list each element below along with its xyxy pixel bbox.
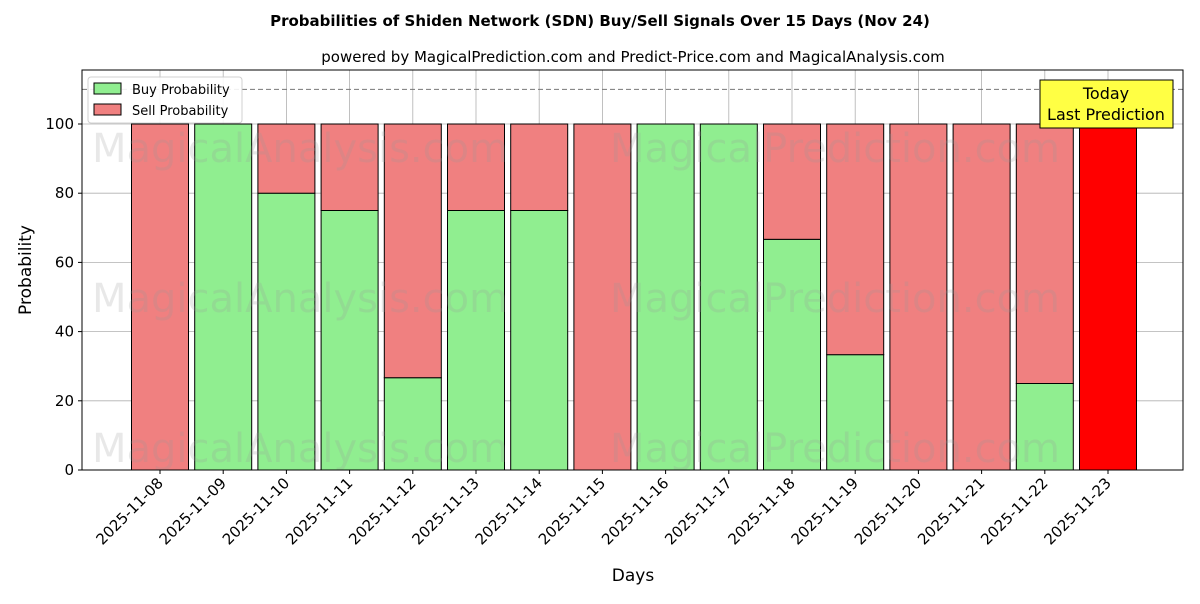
buy-bar [447,210,505,471]
buy-bar [1015,383,1074,471]
sell-bar [383,123,442,379]
sell-bar [1079,123,1137,471]
y-tick-label: 0 [64,461,74,479]
x-tick-label: 2025-11-09 [156,474,230,548]
x-tick-label: 2025-11-18 [724,474,798,548]
chart-title: Probabilities of Shiden Network (SDN) Bu… [270,12,930,30]
y-tick-label: 100 [45,115,74,133]
buy-bar [257,192,316,471]
buy-bar [826,354,885,471]
watermark: MagicalAnalysis.com [92,276,508,322]
svg-text:Last Prediction: Last Prediction [1047,105,1165,124]
chart-subtitle: powered by MagicalPrediction.com and Pre… [321,48,945,66]
sell-bar [826,123,885,356]
buy-bar [699,123,758,471]
x-tick-label: 2025-11-11 [282,474,356,548]
legend-sell-label: Sell Probability [132,104,229,119]
y-tick-label: 20 [55,392,74,410]
y-tick-label: 40 [55,323,74,341]
sell-bar [763,123,821,240]
legend-buy-label: Buy Probability [132,83,230,98]
legend: Buy Probability Sell Probability [87,76,243,124]
plot-frame [81,69,1184,471]
sell-bar [573,123,632,471]
y-tick-label: 60 [55,253,74,271]
sell-bar [257,123,316,194]
x-tick-label: 2025-11-20 [851,474,925,548]
today-annotation: Today Last Prediction [1039,79,1174,129]
x-tick-label: 2025-11-19 [788,474,862,548]
x-tick-label: 2025-11-16 [598,474,672,548]
watermark: MagicalPrediction.com [610,426,1060,472]
x-tick-label: 2025-11-21 [914,474,988,548]
x-tick-label: 2025-11-15 [535,474,609,548]
buy-bar [320,210,379,471]
x-tick-label: 2025-11-23 [1040,474,1114,548]
buy-bar [763,238,821,471]
x-tick-label: 2025-11-22 [977,474,1051,548]
svg-text:Today: Today [1082,84,1129,103]
sell-bar [320,123,379,211]
sell-bar [952,123,1011,471]
watermark: MagicalAnalysis.com [92,126,508,172]
buy-bar [510,210,569,471]
y-axis-label: Probability [16,225,36,315]
x-tick-label: 2025-11-12 [345,474,419,548]
watermark: MagicalAnalysis.com [92,426,508,472]
legend-buy-swatch [93,82,122,95]
x-tick-label: 2025-11-17 [661,474,735,548]
x-tick-label: 2025-11-14 [472,474,546,548]
y-tick-label: 80 [55,184,74,202]
watermark: MagicalPrediction.com [610,126,1060,172]
sell-bar [889,123,948,471]
x-tick-label: 2025-11-08 [92,474,166,548]
sell-bar [1015,123,1074,384]
sell-bar [447,123,505,211]
buy-bar [636,123,695,471]
x-tick-label: 2025-11-13 [408,474,482,548]
x-tick-label: 2025-11-10 [219,474,293,548]
x-axis-label: Days [612,566,655,586]
buy-bar [383,377,442,471]
legend-sell-swatch [93,103,122,116]
watermark: MagicalPrediction.com [610,276,1060,322]
sell-bar [510,123,569,211]
